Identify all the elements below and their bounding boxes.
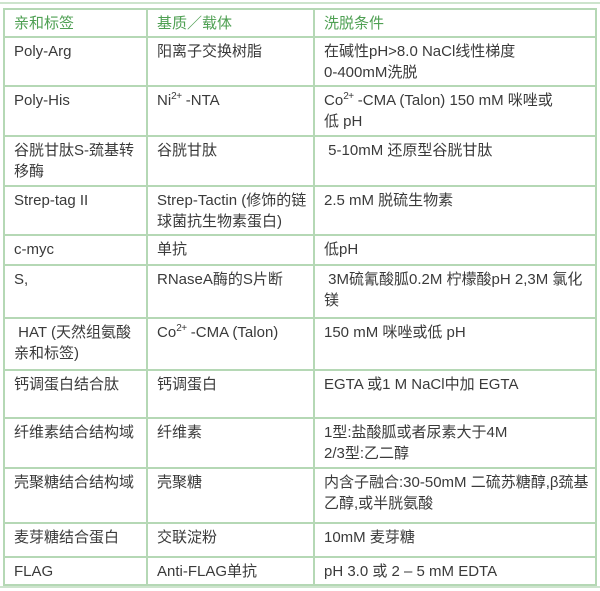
column-header-elution-condition: 洗脱条件 xyxy=(313,8,597,38)
cell-elution: 在碱性pH>8.0 NaCl线性梯度 0-400mM洗脱 xyxy=(313,36,597,87)
cell-tag: 麦芽糖结合蛋白 xyxy=(3,522,148,558)
cell-elution: 1型:盐酸胍或者尿素大于4M 2/3型:乙二醇 xyxy=(313,417,597,469)
table-header: 亲和标签 基质／载体 洗脱条件 xyxy=(3,8,597,38)
cell-matrix: Ni2+ -NTA xyxy=(146,85,315,137)
cell-elution: 低pH xyxy=(313,234,597,266)
affinity-tag-table: 亲和标签 基质／载体 洗脱条件 Poly-Arg 阳离子交换树脂 在碱性pH>8… xyxy=(3,8,597,586)
elution-base-text: Co xyxy=(324,92,344,109)
cell-matrix: 钙调蛋白 xyxy=(146,369,315,419)
cell-tag: S, xyxy=(3,264,148,319)
cell-matrix: 纤维素 xyxy=(146,417,315,469)
table-row: Poly-His Ni2+ -NTA Co2+ -CMA (Talon) 150… xyxy=(3,85,597,137)
table-row: Poly-Arg 阳离子交换树脂 在碱性pH>8.0 NaCl线性梯度 0-40… xyxy=(3,36,597,87)
cell-elution: 内含子融合:30-50mM 二硫苏糖醇,β巯基乙醇,或半胱氨酸 xyxy=(313,467,597,524)
column-header-affinity-tag: 亲和标签 xyxy=(3,8,148,38)
superscript: 2+ xyxy=(343,91,354,102)
cell-matrix: 交联淀粉 xyxy=(146,522,315,558)
table-row: 钙调蛋白结合肽 钙调蛋白 EGTA 或1 M NaCl中加 EGTA xyxy=(3,369,597,419)
table-row: c-myc 单抗 低pH xyxy=(3,234,597,266)
cell-elution: 150 mM 咪唑或低 pH xyxy=(313,317,597,371)
cell-matrix: 阳离子交换树脂 xyxy=(146,36,315,87)
cell-tag: Strep-tag II xyxy=(3,185,148,236)
bottom-rule xyxy=(0,586,600,588)
cell-matrix: Co2+ -CMA (Talon) xyxy=(146,317,315,371)
table-row: 壳聚糖结合结构域 壳聚糖 内含子融合:30-50mM 二硫苏糖醇,β巯基乙醇,或… xyxy=(3,467,597,524)
header-row: 亲和标签 基质／载体 洗脱条件 xyxy=(3,8,597,38)
cell-matrix: Strep-Tactin (修饰的链球菌抗生物素蛋白) xyxy=(146,185,315,236)
matrix-base-text: Ni xyxy=(157,92,172,109)
cell-tag: Poly-Arg xyxy=(3,36,148,87)
table-row: FLAG Anti-FLAG单抗 pH 3.0 或 2 – 5 mM EDTA xyxy=(3,556,597,586)
cell-matrix: RNaseA酶的S片断 xyxy=(146,264,315,319)
table-body: Poly-Arg 阳离子交换树脂 在碱性pH>8.0 NaCl线性梯度 0-40… xyxy=(3,36,597,586)
table-row: 谷胱甘肽S-巯基转移酶 谷胱甘肽 5-10mM 还原型谷胱甘肽 xyxy=(3,135,597,187)
cell-tag: 谷胱甘肽S-巯基转移酶 xyxy=(3,135,148,187)
table-row: 纤维素结合结构域 纤维素 1型:盐酸胍或者尿素大于4M 2/3型:乙二醇 xyxy=(3,417,597,469)
superscript: 2+ xyxy=(171,91,182,102)
cell-elution: Co2+ -CMA (Talon) 150 mM 咪唑或 低 pH xyxy=(313,85,597,137)
column-header-matrix-carrier: 基质／载体 xyxy=(146,8,315,38)
cell-matrix: 谷胱甘肽 xyxy=(146,135,315,187)
cell-matrix: 单抗 xyxy=(146,234,315,266)
cell-elution: 2.5 mM 脱硫生物素 xyxy=(313,185,597,236)
cell-elution: 5-10mM 还原型谷胱甘肽 xyxy=(313,135,597,187)
cell-elution: pH 3.0 或 2 – 5 mM EDTA xyxy=(313,556,597,586)
superscript: 2+ xyxy=(176,323,187,334)
cell-matrix: 壳聚糖 xyxy=(146,467,315,524)
top-rule xyxy=(0,2,600,4)
cell-tag: 钙调蛋白结合肽 xyxy=(3,369,148,419)
cell-tag: 壳聚糖结合结构域 xyxy=(3,467,148,524)
cell-tag: Poly-His xyxy=(3,85,148,137)
cell-tag: c-myc xyxy=(3,234,148,266)
table-row: S, RNaseA酶的S片断 3M硫氰酸胍0.2M 柠檬酸pH 2,3M 氯化镁 xyxy=(3,264,597,319)
cell-elution: 3M硫氰酸胍0.2M 柠檬酸pH 2,3M 氯化镁 xyxy=(313,264,597,319)
cell-matrix: Anti-FLAG单抗 xyxy=(146,556,315,586)
matrix-rest-text: -CMA (Talon) xyxy=(186,324,279,341)
matrix-rest-text: -NTA xyxy=(181,92,220,109)
cell-elution: 10mM 麦芽糖 xyxy=(313,522,597,558)
cell-tag: FLAG xyxy=(3,556,148,586)
table-row: Strep-tag II Strep-Tactin (修饰的链球菌抗生物素蛋白)… xyxy=(3,185,597,236)
matrix-base-text: Co xyxy=(157,324,177,341)
cell-tag: HAT (天然组氨酸亲和标签) xyxy=(3,317,148,371)
table-row: HAT (天然组氨酸亲和标签) Co2+ -CMA (Talon) 150 mM… xyxy=(3,317,597,371)
cell-elution: EGTA 或1 M NaCl中加 EGTA xyxy=(313,369,597,419)
table-row: 麦芽糖结合蛋白 交联淀粉 10mM 麦芽糖 xyxy=(3,522,597,558)
cell-tag: 纤维素结合结构域 xyxy=(3,417,148,469)
elution-rest-text: -CMA (Talon) 150 mM 咪唑或 低 pH xyxy=(324,92,553,130)
